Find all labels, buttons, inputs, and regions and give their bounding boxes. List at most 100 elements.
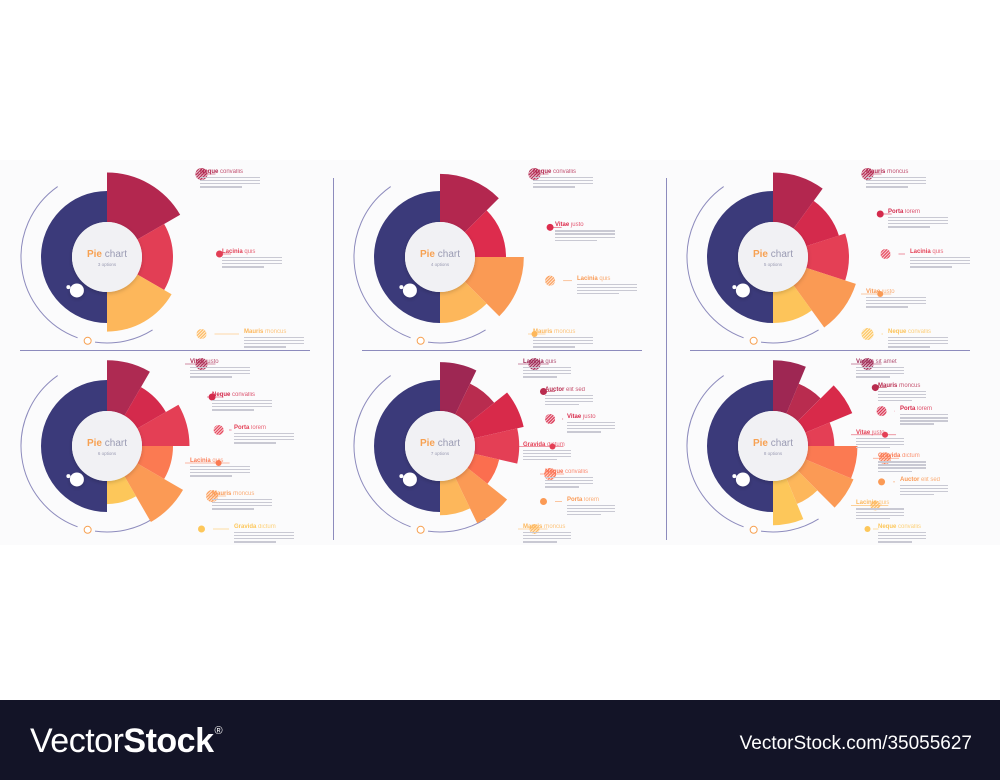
placeholder-text-lines <box>523 367 571 378</box>
decorative-bubble <box>402 283 417 298</box>
center-title-chart: chart <box>102 249 128 260</box>
decorative-arc-lower <box>94 518 153 533</box>
pie-slice <box>773 478 804 526</box>
callout-label: Neque convallis <box>533 169 593 189</box>
callout-label: Gravida dictum <box>523 442 571 462</box>
callout-marker <box>876 210 884 218</box>
callout-label-rest: lorem <box>915 406 933 413</box>
pie-slice <box>440 362 477 415</box>
pie-svg <box>353 358 565 534</box>
callout-label-rest: sit amet <box>874 359 897 365</box>
navy-base-segment <box>41 191 107 323</box>
callout-label-bold: Mauris <box>212 491 232 497</box>
callout-label: Porta lorem <box>567 497 615 517</box>
orange-ring-icon <box>416 525 425 534</box>
callout-label: Mauris rhoncus <box>533 329 593 349</box>
placeholder-text-lines <box>523 532 571 543</box>
callout-label-bold: Lacinia <box>910 249 931 255</box>
callout-label: Lacinia quis <box>222 249 282 269</box>
decorative-bubble <box>735 472 750 487</box>
callout-label-bold: Neque <box>533 169 552 175</box>
callout-label-bold: Lacinia <box>190 458 211 464</box>
pie-svg <box>353 168 572 345</box>
placeholder-text-lines <box>222 257 282 268</box>
callout-label: Lacinia quis <box>856 500 904 520</box>
decorative-bubble-small <box>732 285 737 290</box>
pie-slice <box>440 477 471 516</box>
callout-label-bold: Porta <box>888 209 904 215</box>
center-circle <box>405 411 475 481</box>
callout-label-bold: Mauris <box>878 382 898 389</box>
pie-svg <box>20 168 239 345</box>
center-title-pie: Pie <box>419 438 435 449</box>
orange-ring-icon <box>83 525 92 534</box>
footer-banner: VectorStock® VectorStock.com/35055627 <box>0 700 1000 780</box>
callout-label-rest: convallis <box>230 392 256 398</box>
decorative-arc <box>686 186 744 339</box>
callout-label-rest: convallis <box>218 169 244 175</box>
callout-label-rest: justo <box>870 429 885 436</box>
placeholder-text-lines <box>545 477 593 488</box>
callout-label-rest: elit sed <box>919 476 941 483</box>
navy-base-segment <box>707 191 773 323</box>
divider-vertical-1 <box>333 178 334 540</box>
orange-ring-icon <box>83 336 92 345</box>
divider-horizontal-left <box>20 350 310 351</box>
callout-marker <box>540 498 547 505</box>
brand-bold: Stock <box>123 722 214 760</box>
decorative-arc-lower <box>427 329 486 344</box>
callout-label: Varius sit amet <box>856 359 904 379</box>
pie-slice <box>467 453 500 484</box>
placeholder-text-lines <box>190 367 250 378</box>
center-title-pie: Pie <box>752 438 768 449</box>
callout-label-rest: rhoncus <box>231 491 255 497</box>
placeholder-text-lines <box>200 177 260 188</box>
callout-label-rest: justo <box>880 289 895 295</box>
pie-slice <box>467 392 524 439</box>
placeholder-text-lines <box>856 367 904 378</box>
callout-label-rest: rhoncus <box>897 382 921 389</box>
center-title: Pie chart <box>738 438 808 449</box>
pie-slice <box>773 360 806 414</box>
pie-slice <box>806 233 849 281</box>
callout-label-bold: Vitae <box>856 429 871 436</box>
pie-slice <box>786 383 821 422</box>
decorative-arc <box>20 375 78 528</box>
callout-label: Mauris rhoncus <box>866 169 926 189</box>
center-circle <box>738 222 808 292</box>
center-title: Pie chart <box>738 249 808 260</box>
pie-chart-5-options: Mauris rhoncus Porta lorem Lacinia quis Vit… <box>666 160 1000 350</box>
placeholder-text-lines <box>567 422 615 433</box>
callout-label-bold: Gravida <box>234 524 257 530</box>
center-title-chart: chart <box>768 249 794 260</box>
decorative-arc <box>353 186 411 339</box>
center-title-chart: chart <box>435 249 461 260</box>
pie-slice <box>474 428 520 464</box>
callout-label: Porta lorem <box>888 209 948 229</box>
callout-label-rest: lorem <box>582 496 600 503</box>
placeholder-text-lines <box>234 532 294 543</box>
callout-label: Lacinia quis <box>190 458 250 478</box>
orange-ring-icon <box>749 525 758 534</box>
navy-base-segment <box>41 380 107 512</box>
callout-label-rest: dictum <box>256 524 276 530</box>
callout-label-rest: rhoncus <box>263 329 287 335</box>
callout-label-rest: quis <box>597 275 611 282</box>
pie-slice <box>805 446 858 479</box>
callout-label-bold: Mauris <box>523 524 543 530</box>
callout-label-rest: convallis <box>551 169 577 175</box>
pie-svg <box>686 168 905 345</box>
callout-label-bold: Mauris <box>866 169 886 175</box>
center-subtitle: 3 options <box>97 262 117 267</box>
center-title: Pie chart <box>405 249 475 260</box>
callout-label-bold: Neque <box>888 329 907 335</box>
placeholder-text-lines <box>900 414 948 425</box>
placeholder-text-lines <box>190 466 250 477</box>
pie-slice <box>124 387 166 429</box>
pie-slice <box>455 467 508 524</box>
callout-label-bold: Gravida <box>878 453 901 460</box>
placeholder-text-lines <box>523 449 571 461</box>
callout-label-rest: lorem <box>249 425 267 431</box>
orange-ring-icon <box>749 336 758 345</box>
callout-label-bold: Neque <box>545 469 564 475</box>
